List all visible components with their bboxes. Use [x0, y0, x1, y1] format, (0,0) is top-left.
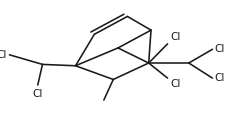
Text: Cl: Cl: [0, 50, 7, 60]
Text: Cl: Cl: [170, 79, 180, 89]
Text: Cl: Cl: [215, 44, 225, 54]
Text: Cl: Cl: [215, 73, 225, 83]
Text: Cl: Cl: [170, 32, 180, 42]
Text: Cl: Cl: [33, 89, 43, 99]
